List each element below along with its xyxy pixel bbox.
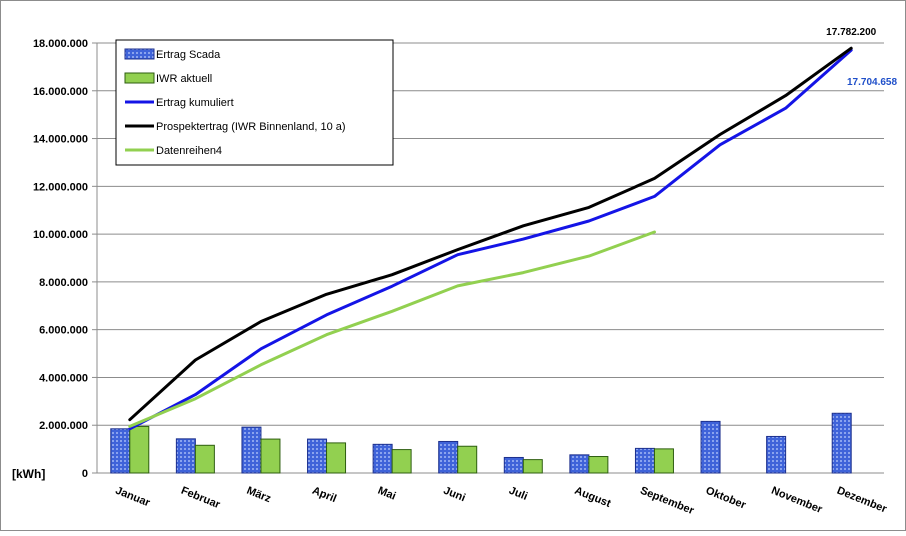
bar-iwr-aktuell-mai [391, 449, 412, 474]
bar-ertrag-scada-juni [438, 440, 459, 474]
bar-ertrag-scada-mai [372, 443, 393, 474]
bar-iwr-aktuell-januar [129, 425, 150, 474]
y-tick-label: 0 [82, 468, 88, 480]
bar-ertrag-scada-dezember [831, 412, 852, 474]
bar-ertrag-scada-november [766, 435, 787, 474]
bar-iwr-aktuell-september [653, 448, 674, 474]
bar-ertrag-scada-oktober [700, 420, 721, 474]
bar-ertrag-scada-september [634, 447, 655, 474]
bar-ertrag-scada-februar [175, 438, 196, 474]
bar-iwr-aktuell-august [588, 456, 609, 474]
bar-iwr-aktuell-juni [457, 445, 478, 474]
legend-swatch-iwr-aktuell [124, 72, 155, 84]
bar-ertrag-scada-märz [241, 426, 262, 474]
legend-label-ertrag-scada: Ertrag Scada [156, 49, 221, 61]
line-datenreihen4 [128, 230, 656, 428]
legend-label-datenreihen4: Datenreihen4 [156, 145, 222, 157]
y-tick-label: 6.000.000 [39, 325, 88, 337]
y-tick-label: 2.000.000 [39, 420, 88, 432]
legend-swatch-ertrag-scada [124, 48, 155, 60]
y-tick-label: 14.000.000 [33, 134, 88, 146]
legend-box [115, 39, 394, 166]
bar-iwr-aktuell-märz [260, 438, 281, 474]
line-ertrag-kumuliert [128, 48, 853, 431]
annotation-prospektertrag-total: 17.782.200 [826, 27, 876, 38]
annotation-ertrag-kumuliert-total: 17.704.658 [847, 77, 897, 88]
line-prospektertrag-iwr-binnenland-10-a [128, 46, 853, 422]
bar-ertrag-scada-august [569, 454, 590, 474]
legend-label-prospektertrag-iwr-binnenland-10-a: Prospektertrag (IWR Binnenland, 10 a) [156, 121, 346, 133]
bar-iwr-aktuell-februar [194, 444, 215, 474]
bar-iwr-aktuell-juli [522, 459, 543, 474]
bar-ertrag-scada-januar [110, 428, 131, 474]
y-tick-label: 18.000.000 [33, 38, 88, 50]
y-tick-label: 16.000.000 [33, 86, 88, 98]
y-tick-label: 4.000.000 [39, 372, 88, 384]
bar-ertrag-scada-juli [503, 456, 524, 474]
y-tick-label: 8.000.000 [39, 277, 88, 289]
y-tick-label: 12.000.000 [33, 181, 88, 193]
legend-label-ertrag-kumuliert: Ertrag kumuliert [156, 97, 234, 109]
legend-label-iwr-aktuell: IWR aktuell [156, 73, 212, 85]
bar-iwr-aktuell-april [326, 442, 347, 474]
bar-ertrag-scada-april [307, 438, 328, 474]
y-axis-unit-label: [kWh] [12, 467, 45, 481]
y-tick-label: 10.000.000 [33, 229, 88, 241]
